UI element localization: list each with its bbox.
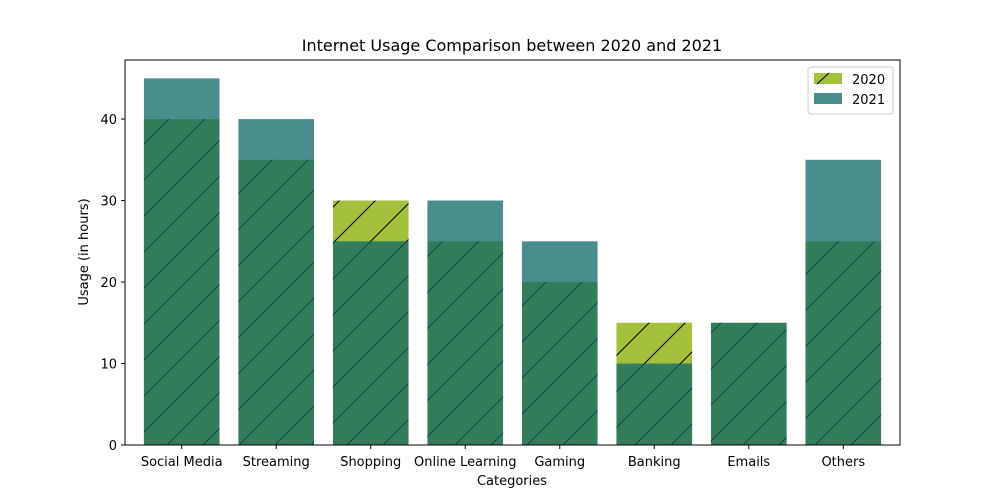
y-tick-label: 20: [100, 276, 117, 291]
y-tick-label: 30: [100, 195, 117, 210]
bar-2021-emails: [710, 322, 787, 445]
x-tick-label: Emails: [727, 455, 770, 470]
legend-label: 2021: [852, 93, 885, 108]
bar-2021-banking: [616, 363, 693, 445]
x-axis-label: Categories: [477, 474, 547, 489]
x-tick-label: Banking: [628, 455, 681, 470]
legend: 2020 2021: [807, 66, 894, 115]
x-tick-label: Others: [821, 455, 865, 470]
x-axis-ticks: Social Media Streaming Shopping Online Lear…: [141, 445, 865, 470]
legend-label: 2020: [852, 73, 885, 88]
legend-item-2020: 2020: [814, 72, 885, 88]
x-tick-label: Social Media: [141, 455, 223, 470]
legend-swatch: [814, 93, 842, 104]
legend-swatch: [814, 73, 842, 84]
y-tick-label: 10: [100, 358, 117, 373]
chart-title: Internet Usage Comparison between 2020 a…: [302, 36, 722, 55]
bar-2021-online-learning: [427, 200, 504, 445]
legend-hatch-line: [816, 72, 830, 85]
x-tick-label: Shopping: [340, 455, 401, 470]
series-2021-bars: [143, 78, 882, 446]
plot-area-frame: [124, 59, 901, 446]
legend-item-2021: 2021: [814, 93, 885, 108]
y-tick-label: 0: [109, 439, 117, 454]
bar-2021-social-media: [143, 78, 220, 445]
bar-2021-shopping: [332, 241, 409, 445]
y-tick-label: 40: [100, 113, 117, 128]
y-axis-ticks: 0 10 20 30 40: [100, 113, 125, 454]
bar-2021-others: [805, 159, 882, 445]
bar-2021-streaming: [238, 119, 315, 446]
y-axis-label: Usage (in hours): [77, 198, 92, 305]
bar-2021-gaming: [521, 241, 598, 445]
x-tick-label: Gaming: [534, 455, 585, 470]
x-tick-label: Online Learning: [414, 455, 517, 470]
x-tick-label: Streaming: [243, 455, 310, 470]
